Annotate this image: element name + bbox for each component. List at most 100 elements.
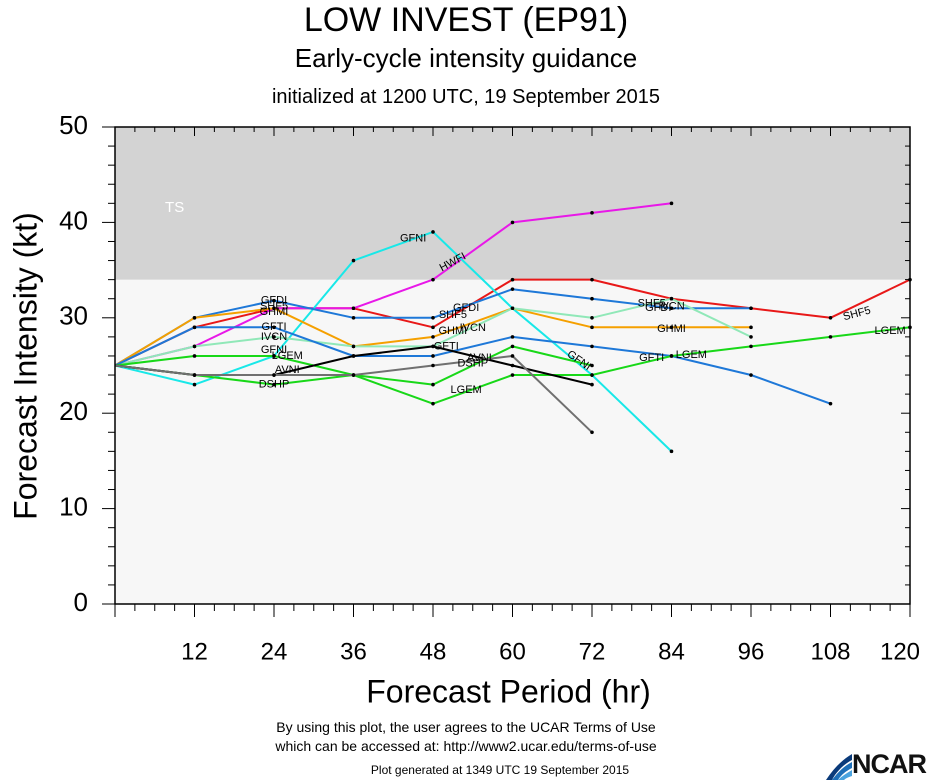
series-label: GFTI [261, 321, 286, 333]
data-point [590, 296, 594, 301]
generated-time: Plot generated at 1349 UTC 19 September … [370, 763, 630, 777]
data-point [431, 344, 435, 349]
data-point [510, 373, 515, 377]
data-point [192, 354, 197, 358]
series-label: AVNI [275, 364, 300, 376]
y-tick-label: 0 [74, 587, 88, 617]
data-point [510, 363, 515, 368]
y-tick-label: 10 [59, 491, 88, 521]
series-label: LGEM [272, 350, 303, 362]
data-point [351, 354, 356, 358]
series-line-gfti-6 [114, 326, 831, 405]
chart-subtitle: Early-cycle intensity guidance [294, 43, 638, 73]
y-tick-label: 30 [59, 301, 88, 331]
data-point [510, 287, 515, 291]
series-label: SHF5 [439, 309, 467, 321]
data-point [272, 354, 276, 358]
data-point [669, 354, 674, 358]
data-point [590, 363, 594, 368]
ncar-logo-icon [826, 754, 852, 780]
x-tick-label: 12 [181, 638, 208, 665]
data-point [192, 373, 197, 377]
x-tick-label: 84 [658, 638, 685, 665]
data-point [510, 306, 515, 311]
series-label: GFTI [434, 340, 459, 352]
series-label: LGEM [451, 384, 482, 396]
series-label: SHF5 [260, 300, 288, 312]
data-point [431, 382, 435, 387]
data-point [669, 296, 674, 301]
series-label: LGEM [875, 325, 906, 337]
data-point [272, 382, 276, 387]
y-tick-label: 20 [59, 396, 88, 426]
data-point [590, 211, 594, 215]
data-point [669, 449, 674, 454]
series-label: GFDI [453, 302, 479, 314]
data-point [431, 354, 435, 358]
data-point [669, 325, 674, 330]
data-point [828, 335, 833, 339]
data-point [431, 316, 435, 320]
data-point [828, 316, 833, 320]
x-tick-label: 24 [261, 638, 288, 665]
data-point [431, 335, 435, 339]
x-tick-label: 96 [738, 638, 765, 665]
data-point [351, 258, 356, 263]
x-tick-label: 108 [810, 638, 850, 665]
series-line-hwfi-1 [114, 202, 672, 367]
data-point [510, 344, 515, 349]
series-label: SHF5 [638, 297, 666, 309]
chart-title: LOW INVEST (EP91) [303, 1, 629, 39]
data-point [749, 325, 753, 330]
series-label: GFDI [261, 295, 287, 307]
data-point [351, 373, 356, 377]
data-point [272, 298, 276, 303]
data-point [192, 316, 197, 320]
data-point [192, 344, 197, 349]
data-point [272, 335, 276, 339]
x-tick-label: 120 [880, 638, 920, 665]
series-label: GFNI [261, 344, 287, 356]
data-point [510, 277, 515, 282]
series-label: DSHP [457, 357, 488, 369]
series-label: GFDI [645, 302, 671, 314]
data-point [749, 344, 753, 349]
x-axis-label: Forecast Period (hr) [366, 673, 651, 709]
data-point [192, 325, 197, 330]
ts-band [115, 127, 910, 280]
data-point [192, 382, 197, 387]
data-point [272, 306, 276, 311]
data-point [351, 316, 356, 320]
y-tick-label: 50 [59, 110, 88, 140]
data-point [669, 201, 674, 206]
data-point [351, 306, 356, 311]
terms-line-1: By using this plot, the user agrees to t… [276, 719, 656, 735]
series-line-gfni-2 [114, 230, 673, 453]
data-point [828, 401, 833, 406]
series-label: IVCN [658, 300, 684, 312]
y-tick-label: 40 [59, 205, 88, 235]
series-label: GHMI [260, 306, 289, 318]
intensity-chart: GFDISHF5GHMIGFTIIVCNGFNILGEMAVNIDSHPGFNI… [7, 110, 920, 710]
series-label: GHMI [439, 325, 468, 337]
data-point [749, 306, 753, 311]
ncar-logo-text: NCAR [852, 749, 927, 779]
data-point [431, 230, 435, 234]
series-label: DSHP [259, 378, 290, 390]
data-point [590, 373, 594, 377]
series-label: IVCN [460, 322, 486, 334]
data-point [510, 220, 515, 225]
data-point [590, 430, 594, 435]
data-point [431, 401, 435, 406]
data-point [590, 277, 594, 282]
init-time: initialized at 1200 UTC, 19 September 20… [271, 86, 660, 108]
data-point [510, 354, 515, 358]
y-axis-label: Forecast Intensity (kt) [7, 212, 43, 520]
data-point [431, 363, 435, 368]
series-label: GHMI [657, 323, 686, 335]
data-point [431, 325, 435, 330]
terms-line-2: which can be accessed at: http://www2.uc… [275, 738, 657, 754]
x-tick-label: 60 [499, 638, 526, 665]
data-point [590, 344, 594, 349]
data-point [590, 316, 594, 320]
